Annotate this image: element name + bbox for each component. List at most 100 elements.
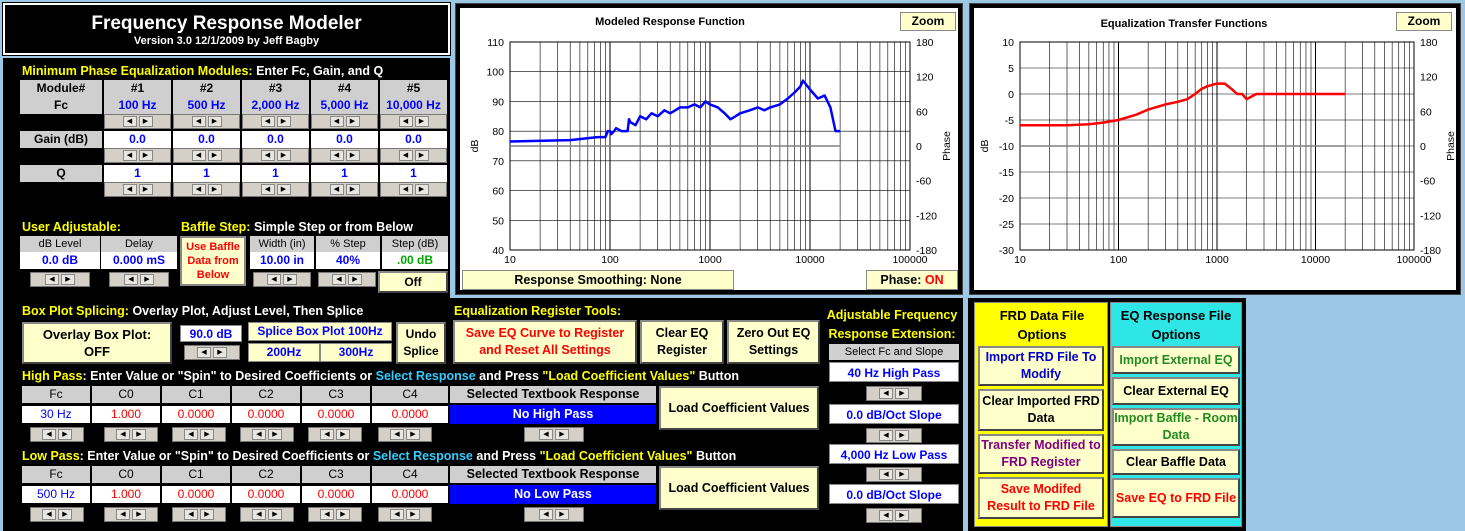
fc-spinner-3[interactable]: ◀ ▶ <box>242 114 309 129</box>
gain-spinner-2[interactable]: ◀ ▶ <box>173 148 240 163</box>
ext-hp-fc-value[interactable]: 40 Hz High Pass <box>829 362 959 382</box>
save-frd-button[interactable]: Save Modifed Result to FRD File <box>978 477 1104 519</box>
q-value-4[interactable]: 1 <box>311 165 378 182</box>
ext-hp-slope-value[interactable]: 0.0 dB/Oct Slope <box>829 404 959 424</box>
transfer-frd-button[interactable]: Transfer Modified to FRD Register <box>978 434 1104 474</box>
ext-lp-fc-value[interactable]: 4,000 Hz Low Pass <box>829 444 959 464</box>
phase-toggle-button[interactable]: Phase: ON <box>866 270 958 290</box>
hp-fc-spinner[interactable]: ◀ ▶ <box>30 427 84 442</box>
q-value-3[interactable]: 1 <box>242 165 309 182</box>
hp-c2-spinner[interactable]: ◀ ▶ <box>240 427 294 442</box>
fc-spinner-4[interactable]: ◀ ▶ <box>311 114 378 129</box>
save-eq-frd-button[interactable]: Save EQ to FRD File <box>1112 478 1240 518</box>
clear-baffle-data-button[interactable]: Clear Baffle Data <box>1112 449 1240 475</box>
splice-100hz-button[interactable]: Splice Box Plot 100Hz <box>248 322 392 341</box>
lp-c3-spinner[interactable]: ◀ ▶ <box>308 507 362 522</box>
gain-spinner-1[interactable]: ◀ ▶ <box>104 148 171 163</box>
save-eq-register-button[interactable]: Save EQ Curve to Register and Reset All … <box>453 320 637 364</box>
hp-c4-value[interactable]: 0.0000 <box>372 406 448 423</box>
q-spinner-4[interactable]: ◀ ▶ <box>311 182 378 197</box>
hp-c1-spinner[interactable]: ◀ ▶ <box>172 427 226 442</box>
hp-select-spinner[interactable]: ◀ ▶ <box>524 427 584 442</box>
q-value-2[interactable]: 1 <box>173 165 240 182</box>
fc-value-2[interactable]: 500 Hz <box>173 97 240 114</box>
lp-fc-spinner[interactable]: ◀ ▶ <box>30 507 84 522</box>
lp-c0-value[interactable]: 1.000 <box>92 486 160 503</box>
gain-value-1[interactable]: 0.0 <box>104 131 171 148</box>
hp-load-coefficients-button[interactable]: Load Coefficient Values <box>659 386 819 430</box>
clear-frd-button[interactable]: Clear Imported FRD Data <box>978 389 1104 431</box>
lp-c1-spinner[interactable]: ◀ ▶ <box>172 507 226 522</box>
fc-spinner-1[interactable]: ◀ ▶ <box>104 114 171 129</box>
gain-spinner-4[interactable]: ◀ ▶ <box>311 148 378 163</box>
baffle-off-button[interactable]: Off <box>378 271 448 293</box>
baffle-width-value[interactable]: 10.00 in <box>250 252 314 269</box>
lp-fc-value[interactable]: 500 Hz <box>22 486 90 503</box>
clear-external-eq-button[interactable]: Clear External EQ <box>1112 377 1240 405</box>
ext-lp-slope-value[interactable]: 0.0 dB/Oct Slope <box>829 484 959 504</box>
hp-fc-value[interactable]: 30 Hz <box>22 406 90 423</box>
lp-c3-value[interactable]: 0.0000 <box>302 486 370 503</box>
fc-spinner-5[interactable]: ◀ ▶ <box>380 114 447 129</box>
lp-load-coefficients-button[interactable]: Load Coefficient Values <box>659 466 819 510</box>
baffle-pct-value[interactable]: 40% <box>316 252 380 269</box>
q-spinner-2[interactable]: ◀ ▶ <box>173 182 240 197</box>
hp-c4-spinner[interactable]: ◀ ▶ <box>378 427 432 442</box>
gain-value-3[interactable]: 0.0 <box>242 131 309 148</box>
overlay-box-plot-button[interactable]: Overlay Box Plot: OFF <box>22 322 172 364</box>
fc-value-3[interactable]: 2,000 Hz <box>242 97 309 114</box>
lp-c4-spinner[interactable]: ◀ ▶ <box>378 507 432 522</box>
q-spinner-5[interactable]: ◀ ▶ <box>380 182 447 197</box>
hp-selected-value[interactable]: No High Pass <box>450 405 656 424</box>
box-level-value[interactable]: 90.0 dB <box>180 325 242 342</box>
db-level-spinner[interactable]: ◀ ▶ <box>30 272 90 287</box>
splice-300hz-button[interactable]: 300Hz <box>320 343 392 362</box>
hp-c2-value[interactable]: 0.0000 <box>232 406 300 423</box>
hp-c0-spinner[interactable]: ◀ ▶ <box>104 427 158 442</box>
lp-select-spinner[interactable]: ◀ ▶ <box>524 507 584 522</box>
use-baffle-data-button[interactable]: Use Baffle Data from Below <box>180 236 246 286</box>
lp-c0-spinner[interactable]: ◀ ▶ <box>104 507 158 522</box>
baffle-width-spinner[interactable]: ◀ ▶ <box>253 272 311 287</box>
fc-value-5[interactable]: 10,000 Hz <box>380 97 447 114</box>
gain-value-4[interactable]: 0.0 <box>311 131 378 148</box>
delay-spinner[interactable]: ◀ ▶ <box>109 272 169 287</box>
import-baffle-room-button[interactable]: Import Baffle - Room Data <box>1112 408 1240 446</box>
delay-value[interactable]: 0.000 mS <box>101 252 177 269</box>
gain-spinner-3[interactable]: ◀ ▶ <box>242 148 309 163</box>
q-spinner-1[interactable]: ◀ ▶ <box>104 182 171 197</box>
gain-spinner-5[interactable]: ◀ ▶ <box>380 148 447 163</box>
hp-c3-value[interactable]: 0.0000 <box>302 406 370 423</box>
gain-value-5[interactable]: 0.0 <box>380 131 447 148</box>
import-external-eq-button[interactable]: Import External EQ <box>1112 346 1240 374</box>
hp-c3-spinner[interactable]: ◀ ▶ <box>308 427 362 442</box>
box-level-spinner[interactable]: ◀ ▶ <box>184 345 240 360</box>
gain-value-2[interactable]: 0.0 <box>173 131 240 148</box>
lp-c4-value[interactable]: 0.0000 <box>372 486 448 503</box>
lp-selected-value[interactable]: No Low Pass <box>450 485 656 504</box>
lp-c2-spinner[interactable]: ◀ ▶ <box>240 507 294 522</box>
hp-c0-value[interactable]: 1.000 <box>92 406 160 423</box>
ext-lp-slope-spinner[interactable]: ◀ ▶ <box>866 508 922 523</box>
fc-spinner-2[interactable]: ◀ ▶ <box>173 114 240 129</box>
db-level-value[interactable]: 0.0 dB <box>20 252 100 269</box>
clear-eq-register-button[interactable]: Clear EQ Register <box>640 320 724 364</box>
q-spinner-3[interactable]: ◀ ▶ <box>242 182 309 197</box>
splice-200hz-button[interactable]: 200Hz <box>248 343 320 362</box>
response-smoothing-button[interactable]: Response Smoothing: None <box>462 270 734 290</box>
ext-hp-fc-spinner[interactable]: ◀ ▶ <box>866 386 922 401</box>
zero-eq-settings-button[interactable]: Zero Out EQ Settings <box>727 320 820 364</box>
chart2-zoom-button[interactable]: Zoom <box>1396 12 1452 31</box>
fc-value-4[interactable]: 5,000 Hz <box>311 97 378 114</box>
ext-lp-fc-spinner[interactable]: ◀ ▶ <box>866 467 922 482</box>
lp-c2-value[interactable]: 0.0000 <box>232 486 300 503</box>
baffle-pct-spinner[interactable]: ◀ ▶ <box>318 272 376 287</box>
q-value-1[interactable]: 1 <box>104 165 171 182</box>
ext-hp-slope-spinner[interactable]: ◀ ▶ <box>866 428 922 443</box>
lp-c1-value[interactable]: 0.0000 <box>162 486 230 503</box>
chart1-zoom-button[interactable]: Zoom <box>900 12 956 31</box>
q-value-5[interactable]: 1 <box>380 165 447 182</box>
hp-c1-value[interactable]: 0.0000 <box>162 406 230 423</box>
fc-value-1[interactable]: 100 Hz <box>104 97 171 114</box>
import-frd-button[interactable]: Import FRD File To Modify <box>978 346 1104 386</box>
